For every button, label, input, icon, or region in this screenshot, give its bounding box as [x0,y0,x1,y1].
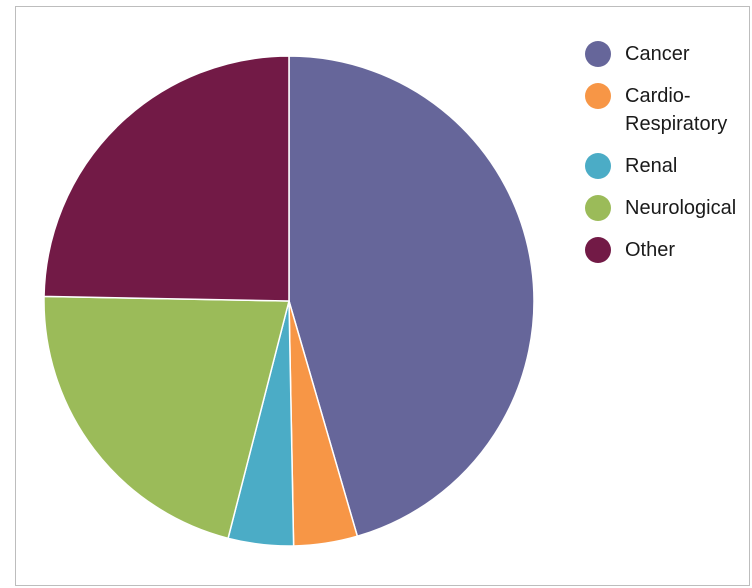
pie-chart [43,55,535,547]
legend-swatch-cancer [585,41,611,67]
legend-swatch-neurological [585,195,611,221]
pie-slice-other [43,55,290,302]
pie-slice-neurological [43,295,290,540]
legend-label-cancer: Cancer [625,43,690,65]
legend-swatch-cardio-respiratory [585,83,611,109]
pie-slice-cancer [288,55,535,538]
legend: Cancer Cardio-Respiratory Renal Neurolog… [585,40,752,278]
legend-item-renal: Renal [585,152,752,180]
legend-item-neurological: Neurological [585,194,752,222]
legend-label-other: Other [625,239,676,261]
legend-item-cancer: Cancer [585,40,752,68]
legend-label-cardio-respiratory: Cardio-Respiratory [625,85,728,135]
chart-area: Cancer Cardio-Respiratory Renal Neurolog… [15,6,750,586]
legend-item-cardio-respiratory: Cardio-Respiratory [585,82,752,138]
legend-item-other: Other [585,236,752,264]
legend-label-neurological: Neurological [625,197,737,219]
legend-swatch-renal [585,153,611,179]
legend-label-renal: Renal [625,155,678,177]
legend-swatch-other [585,237,611,263]
